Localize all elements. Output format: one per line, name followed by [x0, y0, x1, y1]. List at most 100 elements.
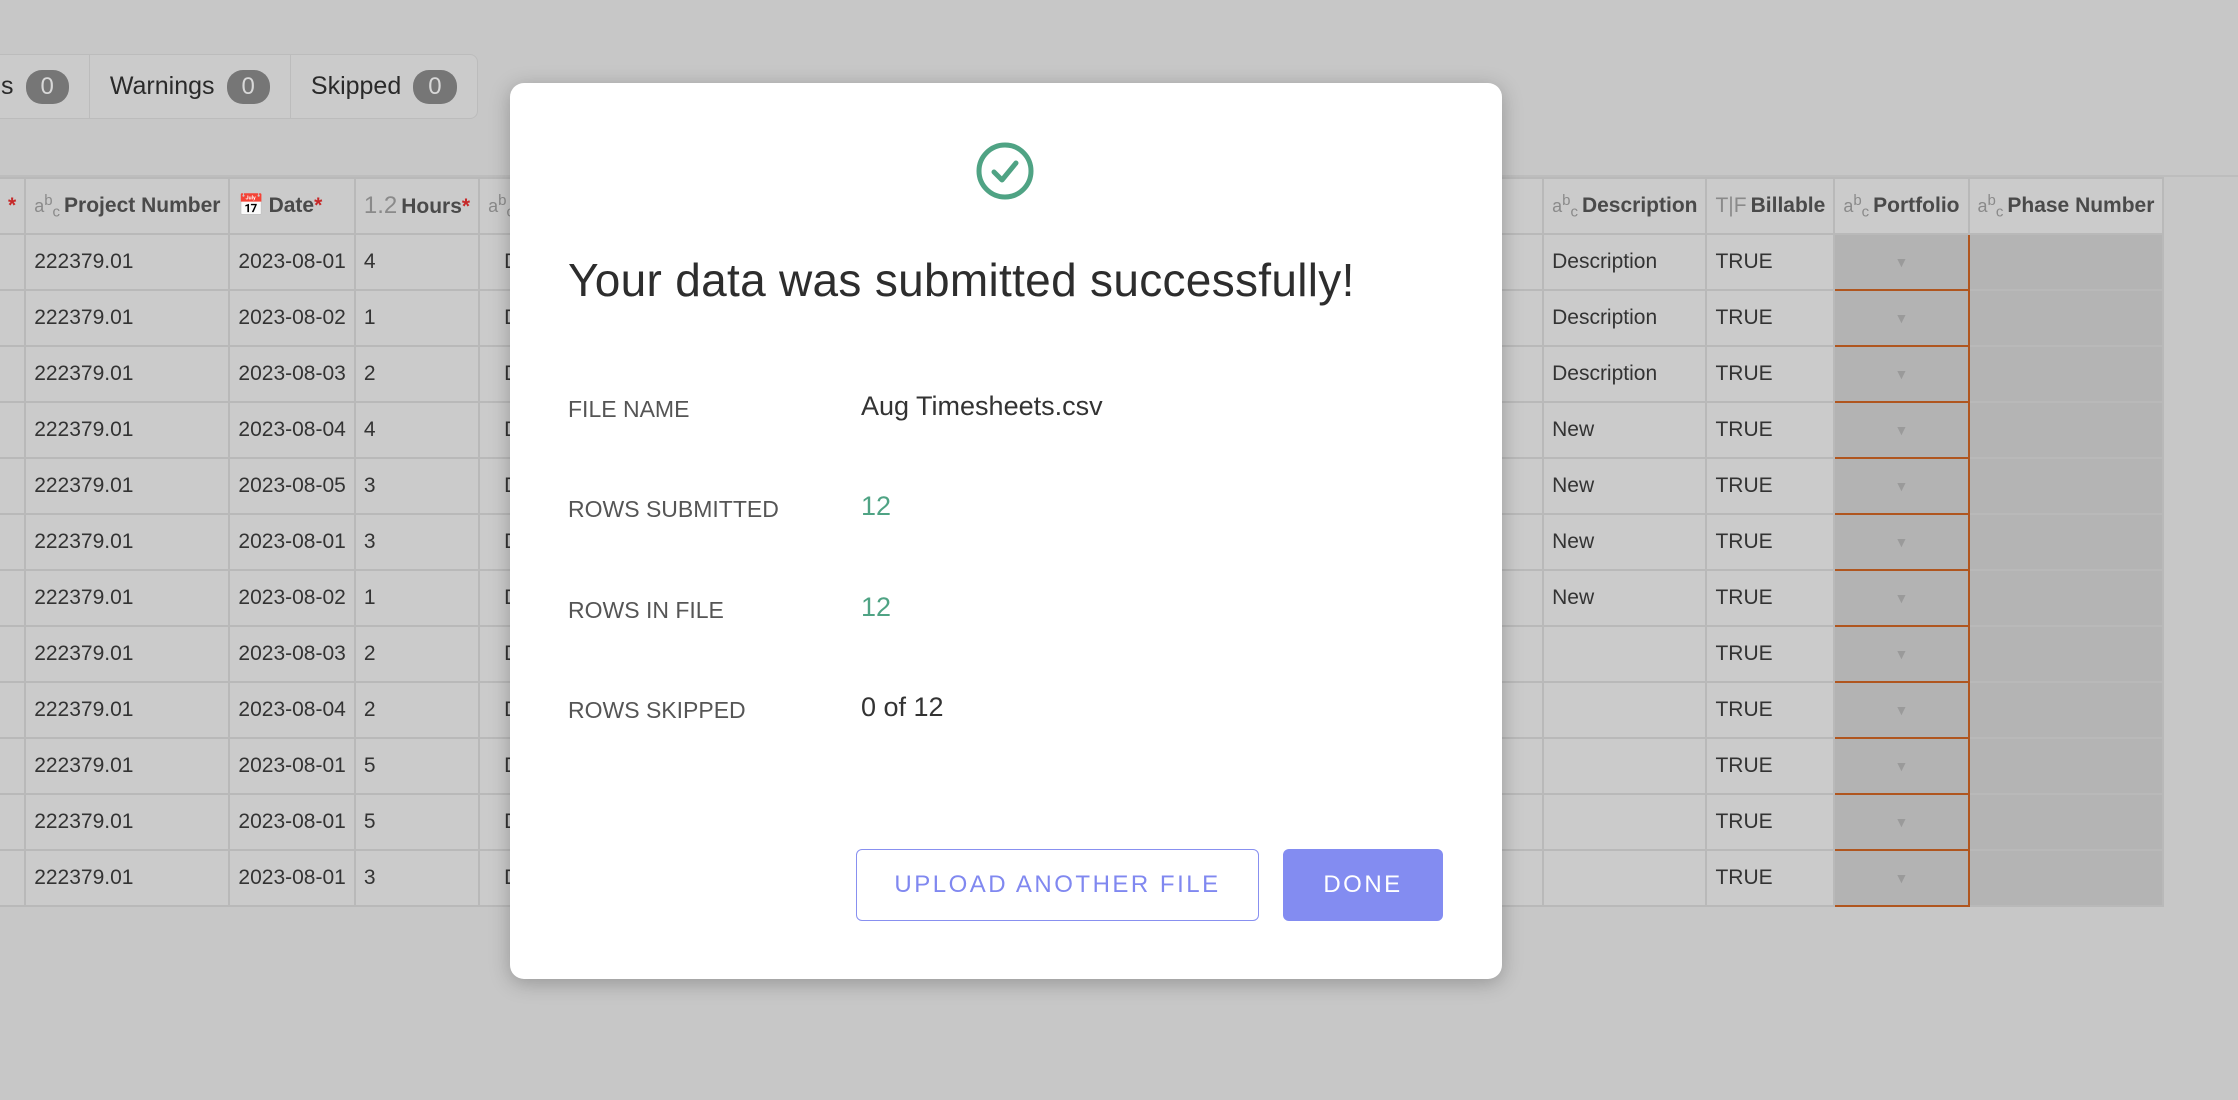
table-cell[interactable]: New	[1542, 569, 1708, 627]
table-cell[interactable]	[1542, 849, 1708, 907]
table-cell[interactable]: ▼	[1833, 289, 1970, 347]
table-cell[interactable]: 2	[353, 681, 481, 739]
dropdown-caret-icon[interactable]: ▼	[1894, 814, 1909, 830]
table-cell[interactable]: TRUE	[1705, 569, 1836, 627]
table-cell[interactable]	[1542, 737, 1708, 795]
table-cell[interactable]: TRUE	[1705, 345, 1836, 403]
table-cell[interactable]: 222379.01	[24, 457, 231, 515]
table-cell[interactable]: TRUE	[1705, 849, 1836, 907]
column-header[interactable]: 📅 Date*	[228, 177, 356, 235]
tab-warnings[interactable]: Warnings 0	[90, 55, 291, 118]
table-cell[interactable]: 2023-08-01	[228, 737, 356, 795]
column-header[interactable]: abc Description	[1542, 177, 1708, 235]
table-cell[interactable]: TRUE	[1705, 793, 1836, 851]
dropdown-caret-icon[interactable]: ▼	[1894, 870, 1909, 886]
table-cell[interactable]	[0, 233, 27, 291]
dropdown-caret-icon[interactable]: ▼	[1894, 254, 1909, 270]
table-cell[interactable]: ▼	[1833, 681, 1970, 739]
table-cell[interactable]	[0, 457, 27, 515]
table-cell[interactable]: ▼	[1833, 457, 1970, 515]
table-cell[interactable]: TRUE	[1705, 233, 1836, 291]
table-cell[interactable]: 222379.01	[24, 625, 231, 683]
table-cell[interactable]	[0, 681, 27, 739]
table-cell[interactable]	[1967, 849, 2165, 907]
table-cell[interactable]: 2023-08-03	[228, 345, 356, 403]
table-cell[interactable]	[1967, 513, 2165, 571]
dropdown-caret-icon[interactable]: ▼	[1894, 310, 1909, 326]
table-cell[interactable]: 222379.01	[24, 233, 231, 291]
table-cell[interactable]: ▼	[1833, 737, 1970, 795]
table-cell[interactable]	[1542, 681, 1708, 739]
table-cell[interactable]: 2023-08-02	[228, 569, 356, 627]
table-cell[interactable]: 2	[353, 345, 481, 403]
table-cell[interactable]: 2023-08-02	[228, 289, 356, 347]
dropdown-caret-icon[interactable]: ▼	[1894, 478, 1909, 494]
table-cell[interactable]	[1542, 625, 1708, 683]
table-cell[interactable]: 222379.01	[24, 513, 231, 571]
table-cell[interactable]	[0, 793, 27, 851]
table-cell[interactable]: New	[1542, 457, 1708, 515]
tab-skipped[interactable]: Skipped 0	[291, 55, 477, 118]
table-cell[interactable]: 2023-08-04	[228, 681, 356, 739]
table-cell[interactable]: 2023-08-03	[228, 625, 356, 683]
table-cell[interactable]: ▼	[1833, 513, 1970, 571]
table-cell[interactable]: 222379.01	[24, 289, 231, 347]
table-cell[interactable]: ▼	[1833, 569, 1970, 627]
table-cell[interactable]: ▼	[1833, 793, 1970, 851]
table-cell[interactable]	[0, 625, 27, 683]
table-cell[interactable]: 4	[353, 401, 481, 459]
table-cell[interactable]: TRUE	[1705, 681, 1836, 739]
dropdown-caret-icon[interactable]: ▼	[1894, 366, 1909, 382]
table-cell[interactable]: 3	[353, 849, 481, 907]
table-cell[interactable]: 2023-08-01	[228, 849, 356, 907]
table-cell[interactable]: TRUE	[1705, 625, 1836, 683]
table-cell[interactable]: 2023-08-01	[228, 793, 356, 851]
table-cell[interactable]	[1967, 401, 2165, 459]
table-cell[interactable]	[1967, 625, 2165, 683]
table-cell[interactable]: TRUE	[1705, 457, 1836, 515]
upload-another-file-button[interactable]: UPLOAD ANOTHER FILE	[856, 849, 1259, 921]
table-cell[interactable]: TRUE	[1705, 401, 1836, 459]
table-cell[interactable]: New	[1542, 513, 1708, 571]
table-cell[interactable]: TRUE	[1705, 513, 1836, 571]
table-cell[interactable]: 5	[353, 737, 481, 795]
done-button[interactable]: DONE	[1283, 849, 1443, 921]
table-cell[interactable]	[1542, 793, 1708, 851]
table-cell[interactable]: ▼	[1833, 401, 1970, 459]
dropdown-caret-icon[interactable]: ▼	[1894, 422, 1909, 438]
table-cell[interactable]	[1967, 793, 2165, 851]
table-cell[interactable]: 3	[353, 513, 481, 571]
table-cell[interactable]	[0, 849, 27, 907]
table-cell[interactable]: TRUE	[1705, 737, 1836, 795]
column-header[interactable]: abc Portfolio	[1833, 177, 1970, 235]
table-cell[interactable]: 222379.01	[24, 793, 231, 851]
column-header[interactable]: T|F Billable	[1705, 177, 1836, 235]
column-header[interactable]: *	[0, 177, 27, 235]
table-cell[interactable]	[0, 345, 27, 403]
table-cell[interactable]: New	[1542, 401, 1708, 459]
table-cell[interactable]: 2023-08-05	[228, 457, 356, 515]
table-cell[interactable]: 2	[353, 625, 481, 683]
table-cell[interactable]: 4	[353, 233, 481, 291]
table-cell[interactable]: 1	[353, 569, 481, 627]
table-cell[interactable]	[1967, 233, 2165, 291]
table-cell[interactable]: 2023-08-01	[228, 233, 356, 291]
table-cell[interactable]: Description	[1542, 233, 1708, 291]
table-cell[interactable]: 222379.01	[24, 737, 231, 795]
table-cell[interactable]: 2023-08-01	[228, 513, 356, 571]
table-cell[interactable]	[0, 401, 27, 459]
table-cell[interactable]	[1967, 737, 2165, 795]
table-cell[interactable]	[1967, 681, 2165, 739]
table-cell[interactable]: 222379.01	[24, 849, 231, 907]
dropdown-caret-icon[interactable]: ▼	[1894, 590, 1909, 606]
table-cell[interactable]	[0, 569, 27, 627]
table-cell[interactable]	[1967, 569, 2165, 627]
table-cell[interactable]: ▼	[1833, 233, 1970, 291]
table-cell[interactable]	[0, 737, 27, 795]
table-cell[interactable]: TRUE	[1705, 289, 1836, 347]
table-cell[interactable]: 222379.01	[24, 569, 231, 627]
table-cell[interactable]: 3	[353, 457, 481, 515]
table-cell[interactable]: Description	[1542, 289, 1708, 347]
table-cell[interactable]	[1967, 457, 2165, 515]
